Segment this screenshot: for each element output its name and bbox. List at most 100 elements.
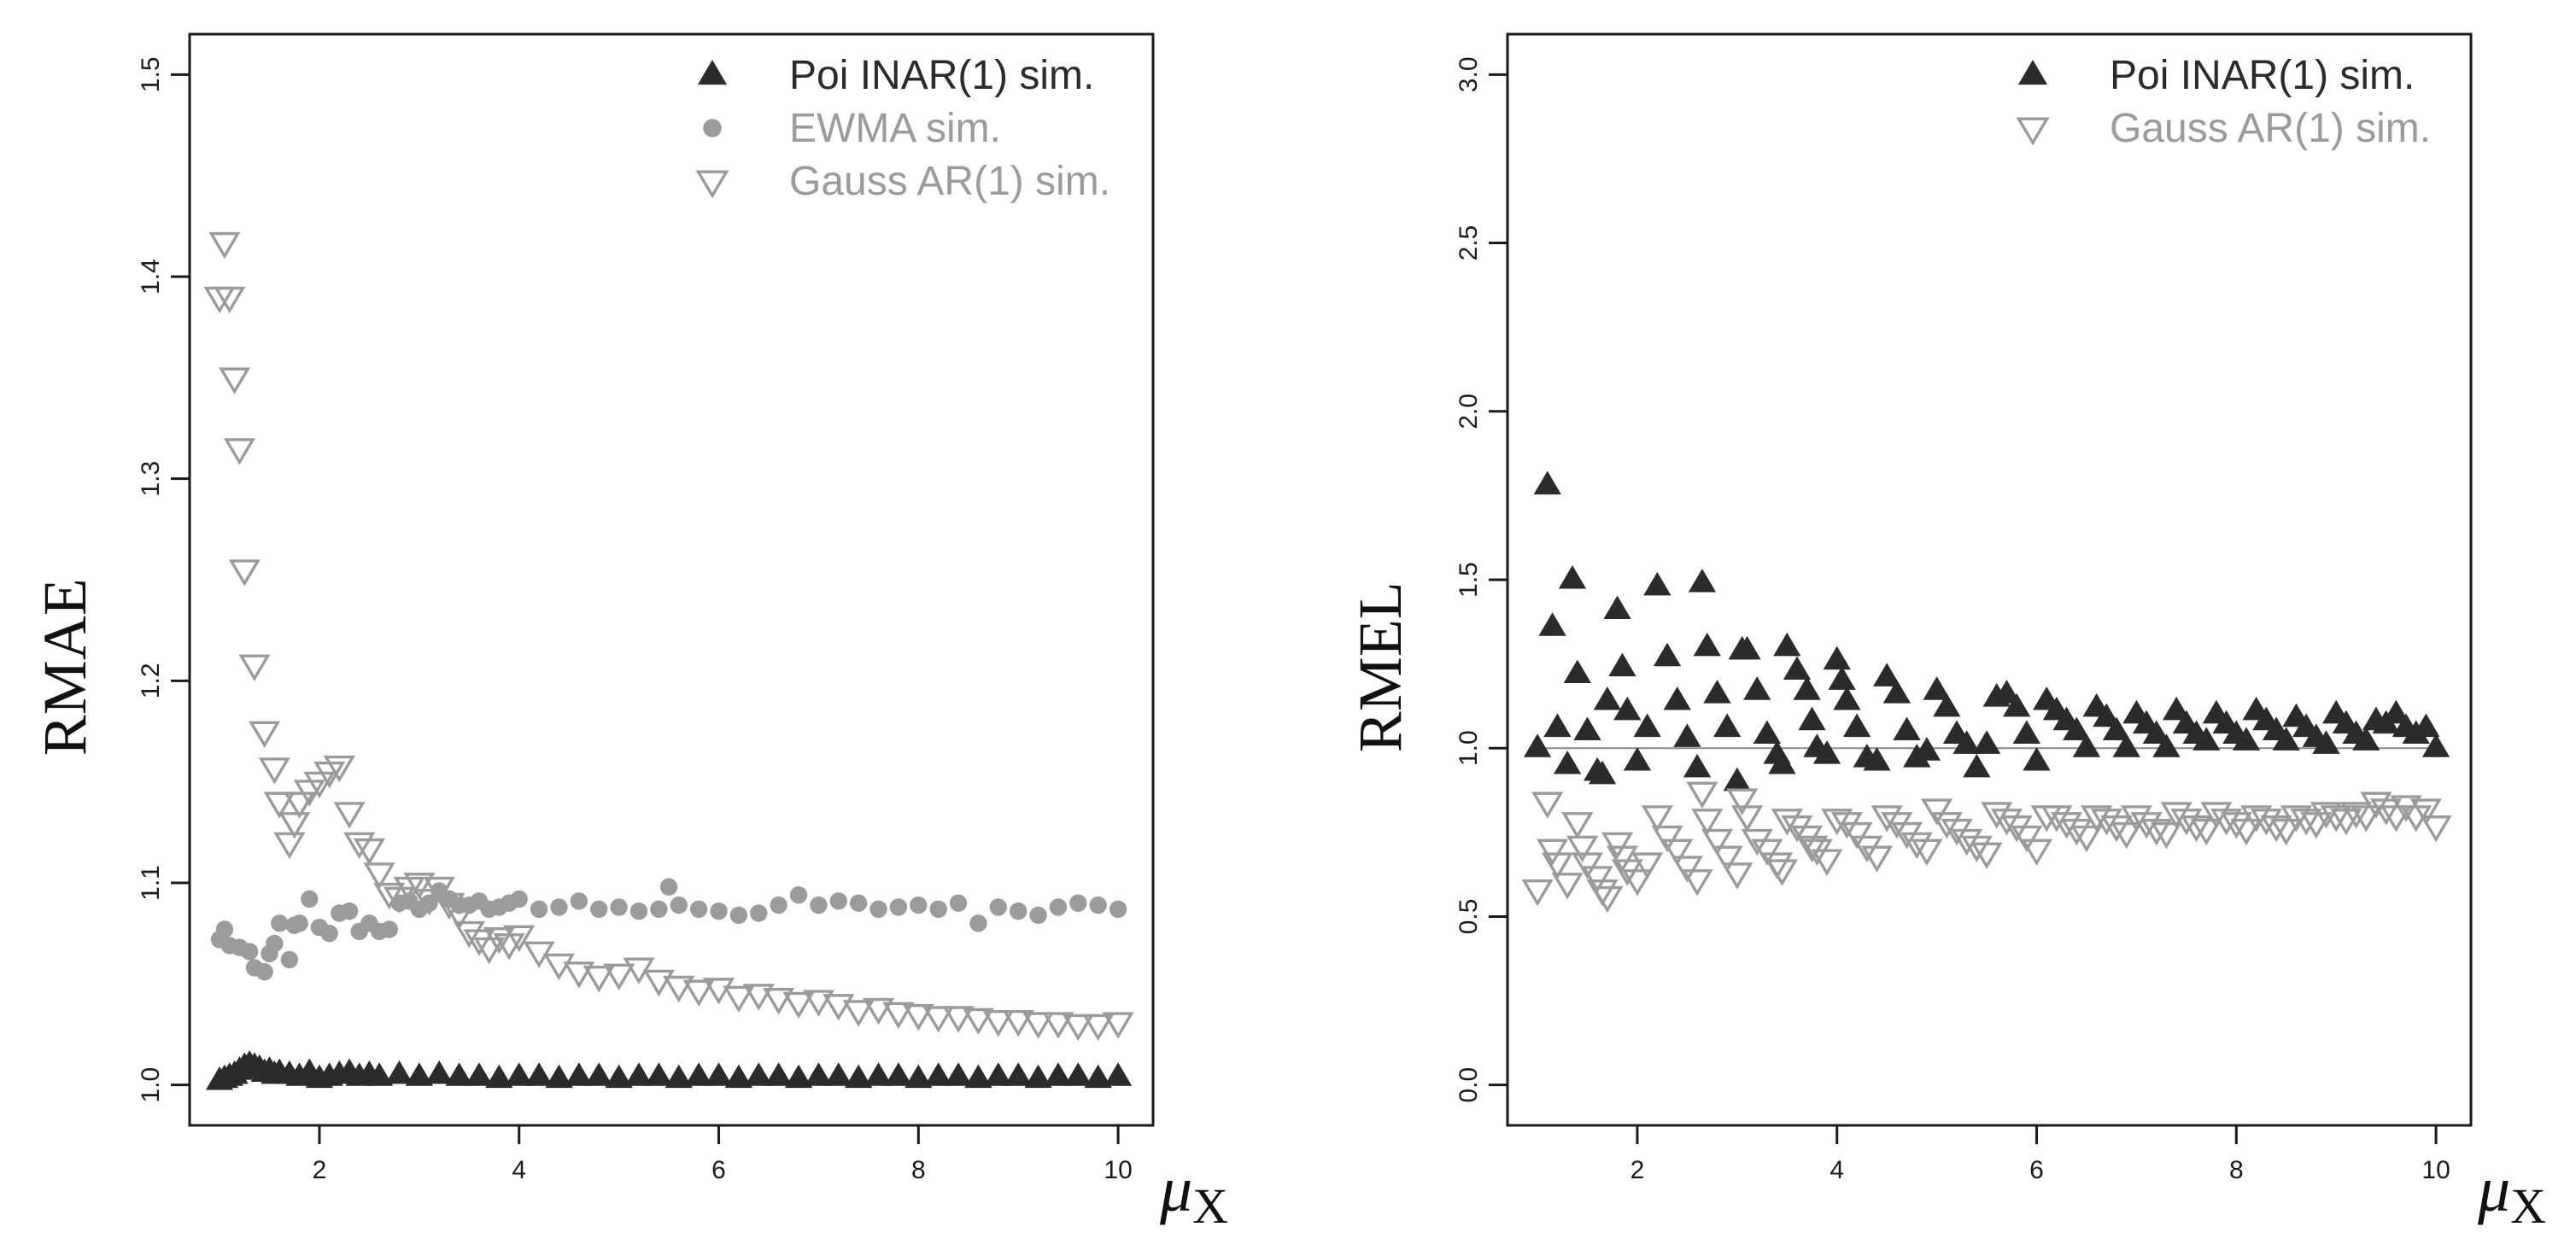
rmae-legend-label: Gauss AR(1) sim. — [789, 159, 1110, 204]
rmae-point-triangle — [524, 1062, 553, 1086]
rmel-point-triangle — [1563, 659, 1591, 683]
rmae-point-triangle-down-open — [642, 969, 676, 997]
rmel-point-triangle — [1833, 686, 1861, 710]
rmae-point-triangle-down-open — [363, 862, 395, 890]
rmae-point-triangle-down-open — [823, 994, 855, 1021]
rmel-point-triangle — [1713, 713, 1742, 738]
rmel-x-axis-mu: μ — [2477, 1154, 2510, 1225]
rmel-point-triangle-down-open — [2320, 805, 2352, 832]
rmel-point-triangle-down-open — [1536, 838, 1569, 867]
rmel-point-triangle — [1633, 713, 1661, 738]
rmel-point-triangle — [2002, 692, 2031, 717]
rmel-point-triangle — [1703, 680, 1731, 704]
rmae-point-circle — [910, 896, 928, 914]
rmae-point-circle — [340, 902, 359, 920]
rmae-point-circle — [290, 914, 308, 932]
rmae-point-circle — [869, 900, 887, 918]
rmel-point-triangle-down-open — [1711, 845, 1743, 873]
rmae-point-circle — [949, 894, 968, 912]
rmae-point-triangle-down-open — [742, 984, 775, 1011]
rmae-point-circle — [1009, 902, 1027, 920]
rmae-point-triangle-down-open — [249, 721, 281, 748]
rmel-point-triangle — [1912, 737, 1941, 761]
rmel-point-triangle — [1793, 676, 1821, 700]
rmel-axes: 0.0 0.5 1.0 1.5 2.0 2.5 3.0 2 4 6 8 10 — [1455, 56, 2450, 1184]
rmel-point-triangle — [2272, 727, 2300, 751]
rmae-legend-marker-circle — [703, 119, 722, 137]
rmae-point-triangle-down-open — [802, 990, 835, 1017]
rmae-y-tick-label: 1.4 — [137, 259, 165, 295]
rmae-point-triangle-down-open — [273, 832, 306, 860]
rmae-point-circle — [610, 898, 628, 916]
rmae-point-triangle-down-open — [922, 1006, 955, 1033]
rmel-panel: 0.0 0.5 1.0 1.5 2.0 2.5 3.0 2 4 6 8 10 RMEL μX Poi … — [1346, 32, 2546, 1234]
rmel-point-triangle-down-open — [2300, 812, 2333, 839]
rmae-x-axis-subscript: X — [1192, 1178, 1228, 1234]
rmae-point-circle — [810, 896, 828, 914]
rmae-point-triangle — [984, 1062, 1012, 1086]
rmae-point-triangle — [485, 1064, 513, 1089]
rmae-point-triangle — [585, 1062, 613, 1086]
rmel-point-triangle-down-open — [2180, 815, 2213, 843]
rmae-point-triangle-down-open — [218, 367, 251, 394]
rmel-point-triangle — [1743, 676, 1771, 700]
rmae-y-tick-label: 1.0 — [137, 1067, 165, 1103]
rmae-point-circle — [215, 920, 234, 938]
rmae-point-triangle — [944, 1062, 973, 1086]
rmel-legend-marker-triangle — [2017, 60, 2048, 85]
rmel-point-triangle — [2352, 727, 2380, 751]
rmel-point-triangle — [1538, 612, 1566, 636]
rmel-point-triangle — [2063, 716, 2091, 741]
rmae-point-triangle-down-open — [223, 438, 256, 465]
rmae-x-tick-label: 2 — [313, 1156, 327, 1184]
rmel-point-triangle-down-open — [2100, 815, 2133, 843]
rmae-point-circle — [989, 898, 1008, 916]
rmae-point-triangle-down-open — [882, 1002, 915, 1029]
rmel-x-axis-subscript: X — [2510, 1178, 2546, 1234]
rmae-point-triangle-down-open — [483, 926, 515, 955]
rmae-y-tick-label: 1.2 — [137, 663, 165, 698]
rmae-point-triangle-down-open — [383, 886, 416, 914]
rmel-point-triangle — [1972, 730, 2001, 754]
rmel-point-triangle-down-open — [1661, 838, 1694, 867]
rmae-point-triangle-down-open — [782, 991, 815, 1019]
rmel-x-tick-label: 8 — [2229, 1156, 2244, 1184]
rmae-point-triangle-down-open — [323, 755, 355, 783]
rmel-point-triangle-down-open — [2190, 818, 2222, 846]
rmel-point-triangle-down-open — [1970, 842, 2003, 869]
rmae-point-triangle-down-open — [1062, 1014, 1094, 1042]
rmel-point-triangle-down-open — [2090, 809, 2122, 836]
rmae-point-circle — [670, 896, 688, 914]
rmel-point-triangle — [2093, 703, 2121, 727]
rmae-point-triangle-down-open — [682, 979, 715, 1007]
rmae-point-triangle — [684, 1062, 713, 1086]
rmae-y-axis-title: RMAE — [31, 578, 99, 756]
rmel-point-triangle — [1608, 652, 1636, 677]
rmel-point-triangle — [2072, 733, 2101, 757]
rmae-point-triangle — [724, 1064, 753, 1089]
rmae-point-triangle — [1084, 1064, 1112, 1089]
rmel-x-tick-label: 10 — [2421, 1156, 2450, 1184]
rmae-point-triangle — [465, 1062, 494, 1086]
rmae-point-triangle-down-open — [403, 873, 436, 900]
rmae-point-triangle-down-open — [1082, 1014, 1115, 1042]
rmae-point-triangle — [905, 1064, 933, 1089]
rmae-point-triangle-down-open — [942, 1006, 975, 1033]
rmel-point-triangle-down-open — [2310, 802, 2343, 829]
rmel-point-triangle-down-open — [1930, 812, 1963, 839]
rmae-x-axis-title: μX — [1159, 1154, 1228, 1234]
rmae-point-triangle-down-open — [303, 771, 336, 799]
rmel-point-triangle-down-open — [2011, 825, 2043, 853]
rmae-point-triangle — [1064, 1062, 1092, 1086]
rmae-point-triangle-down-open — [503, 925, 536, 953]
rmel-point-triangle-down-open — [1960, 835, 1993, 863]
rmae-point-circle — [590, 900, 608, 918]
rmae-point-triangle-down-open — [413, 889, 446, 916]
rmel-y-tick-label: 0.5 — [1455, 899, 1483, 935]
rmae-point-triangle-down-open — [453, 920, 485, 949]
rmel-point-triangle-down-open — [1566, 835, 1599, 863]
rmae-point-circle — [750, 904, 768, 922]
rmel-point-triangle-down-open — [2350, 805, 2382, 832]
rmel-point-triangle — [1798, 706, 1826, 731]
